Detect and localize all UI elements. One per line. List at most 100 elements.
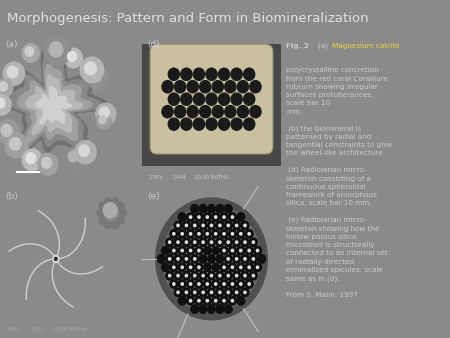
Circle shape [229,213,236,221]
Circle shape [177,258,179,260]
Circle shape [162,263,169,271]
Circle shape [215,233,217,235]
Circle shape [169,241,171,243]
Circle shape [231,299,234,302]
Circle shape [175,81,186,93]
Circle shape [241,221,249,230]
Circle shape [181,118,192,130]
Circle shape [168,93,180,105]
Circle shape [79,145,90,156]
Circle shape [195,246,203,255]
Circle shape [233,255,240,263]
Circle shape [195,263,203,271]
Circle shape [170,263,178,271]
Circle shape [22,44,40,62]
Circle shape [166,255,174,263]
Circle shape [235,291,238,294]
Circle shape [168,68,180,80]
Circle shape [220,213,228,221]
Circle shape [185,291,188,294]
Circle shape [189,283,192,285]
Circle shape [170,280,178,288]
Circle shape [99,202,106,210]
Circle shape [235,258,238,260]
Circle shape [258,255,266,263]
Circle shape [245,280,253,288]
Circle shape [233,221,240,230]
Circle shape [199,255,207,263]
Circle shape [119,210,126,217]
Circle shape [254,263,261,271]
Circle shape [235,224,238,227]
Circle shape [219,224,221,227]
Circle shape [175,105,186,118]
Circle shape [252,241,254,243]
Circle shape [174,271,182,280]
Circle shape [178,296,186,305]
Circle shape [103,203,117,218]
Circle shape [54,258,57,260]
Circle shape [220,296,228,305]
Circle shape [240,249,242,252]
Circle shape [99,199,124,227]
Circle shape [244,241,246,243]
Circle shape [237,263,245,271]
Circle shape [212,280,220,288]
Circle shape [0,79,13,97]
Circle shape [173,233,175,235]
Bar [142,45,281,166]
Circle shape [189,249,192,252]
Circle shape [68,151,78,162]
Circle shape [187,280,194,288]
Circle shape [185,241,188,243]
Circle shape [248,283,250,285]
Circle shape [0,82,7,91]
Circle shape [212,263,220,271]
Circle shape [99,116,106,124]
Circle shape [112,221,118,228]
Circle shape [250,81,261,93]
Circle shape [249,238,257,246]
Circle shape [240,266,242,268]
Circle shape [181,68,192,80]
Circle shape [183,288,190,297]
Circle shape [233,288,240,297]
Circle shape [194,258,196,260]
Circle shape [240,283,242,285]
Circle shape [207,288,216,297]
Circle shape [166,271,174,280]
Circle shape [105,198,112,206]
Polygon shape [3,47,108,159]
Circle shape [174,221,182,230]
Text: 35KV      5573     10.00 BATHU: 35KV 5573 10.00 BATHU [7,327,86,332]
Text: (b): (b) [5,192,18,201]
Circle shape [187,263,194,271]
Circle shape [211,274,212,277]
Circle shape [244,224,246,227]
Circle shape [212,213,220,221]
Circle shape [199,305,207,313]
Circle shape [194,291,196,294]
Circle shape [229,296,236,305]
Circle shape [199,271,207,280]
Circle shape [249,271,257,280]
Circle shape [187,213,194,221]
Circle shape [199,221,207,230]
Circle shape [223,249,225,252]
Circle shape [199,288,207,297]
Circle shape [181,249,183,252]
Circle shape [231,233,234,235]
Circle shape [256,266,259,268]
Circle shape [243,118,255,130]
Circle shape [96,103,116,125]
Circle shape [99,107,109,118]
Circle shape [22,149,42,170]
Circle shape [117,217,124,224]
Circle shape [202,241,204,243]
Circle shape [91,71,101,82]
Circle shape [245,246,253,255]
Circle shape [243,68,255,80]
Circle shape [231,118,242,130]
Circle shape [173,283,175,285]
Circle shape [225,105,236,118]
